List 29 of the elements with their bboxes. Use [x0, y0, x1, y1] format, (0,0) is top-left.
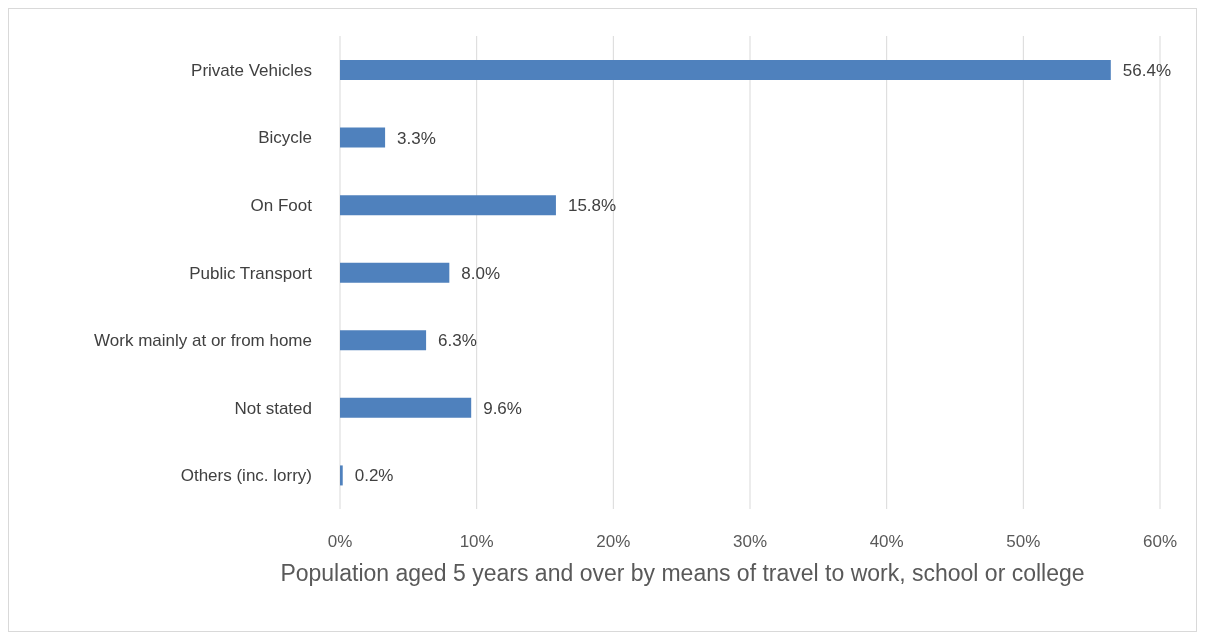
bar	[340, 262, 450, 283]
data-label: 6.3%	[438, 331, 477, 351]
y-tick-label: Public Transport	[189, 263, 313, 283]
data-label: 56.4%	[1122, 61, 1171, 81]
bar	[340, 60, 1111, 80]
y-tick-label: On Foot	[250, 195, 313, 215]
bar	[340, 127, 386, 148]
bar	[340, 465, 343, 486]
bar	[340, 397, 472, 418]
x-tick-label: 40%	[869, 532, 904, 552]
y-tick-label: Not stated	[234, 398, 312, 418]
data-label: 0.2%	[354, 466, 394, 486]
x-tick-label: 30%	[732, 532, 768, 552]
y-tick-label: Bicycle	[258, 128, 312, 148]
bar	[340, 330, 427, 351]
data-label: 9.6%	[483, 398, 522, 418]
y-tick-label: Others (inc. lorry)	[180, 466, 312, 486]
bar	[340, 195, 556, 216]
x-tick-label: 20%	[596, 532, 631, 552]
y-tick-label: Private Vehicles	[191, 60, 312, 80]
x-tick-label: 10%	[459, 532, 494, 552]
x-axis-title: Population aged 5 years and over by means of travel to work, school or college	[279, 559, 1086, 587]
data-label: 3.3%	[397, 128, 436, 148]
y-tick-label: Work mainly at or from home	[94, 331, 312, 351]
data-label: 15.8%	[567, 196, 617, 216]
x-tick-label: 60%	[1142, 532, 1178, 552]
x-tick-label: 0%	[327, 532, 353, 552]
data-label: 8.0%	[461, 263, 501, 283]
x-tick-label: 50%	[1006, 532, 1041, 552]
